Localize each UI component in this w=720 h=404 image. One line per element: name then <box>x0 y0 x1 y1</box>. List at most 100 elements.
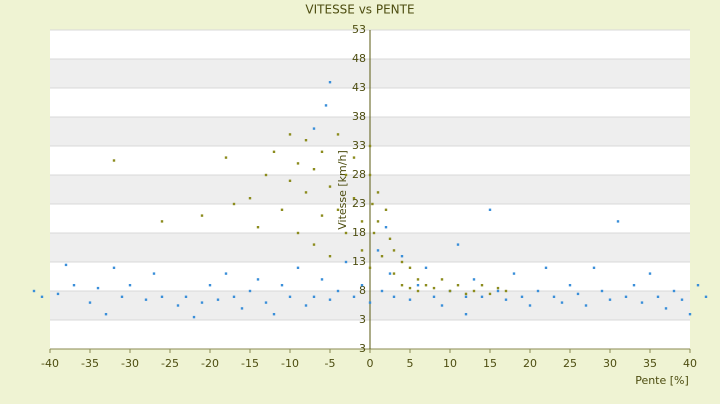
point <box>248 289 252 293</box>
point <box>696 284 700 287</box>
point <box>128 284 132 287</box>
point <box>248 197 252 200</box>
point <box>680 298 684 301</box>
point <box>400 284 404 287</box>
point <box>304 304 308 307</box>
point <box>368 144 372 148</box>
y-tick-label: 48 <box>352 52 366 65</box>
point <box>392 295 396 298</box>
x-tick-label: 30 <box>603 357 617 370</box>
point <box>160 295 164 298</box>
point <box>472 289 476 293</box>
point <box>400 255 404 258</box>
point <box>432 295 436 298</box>
point <box>352 197 356 200</box>
point <box>336 208 340 211</box>
point <box>216 298 220 301</box>
point <box>504 289 508 293</box>
point <box>632 284 636 287</box>
y-tick-label: 18 <box>352 226 366 239</box>
chart-title: VITESSE vs PENTE <box>305 3 414 17</box>
point <box>464 295 468 298</box>
y-axis-title: Vitesse [km/h] <box>336 150 349 230</box>
point <box>688 313 692 316</box>
point <box>372 231 376 235</box>
point <box>232 295 236 298</box>
point <box>312 168 316 171</box>
y-tick-label: 8 <box>359 284 366 297</box>
x-tick-label: -15 <box>241 357 259 370</box>
y-tick-label: 33 <box>352 139 366 152</box>
point <box>488 208 492 211</box>
point <box>152 272 156 275</box>
x-tick-label: 5 <box>407 357 414 370</box>
point <box>664 307 668 310</box>
point <box>296 162 300 165</box>
point <box>648 272 652 275</box>
point <box>380 289 384 293</box>
point <box>384 226 388 229</box>
point <box>536 289 540 293</box>
point <box>640 301 644 304</box>
point <box>560 301 564 304</box>
point <box>176 304 180 307</box>
point <box>368 266 372 269</box>
point <box>64 263 68 267</box>
point <box>504 298 508 301</box>
point <box>328 81 332 84</box>
point <box>464 292 468 296</box>
point <box>56 292 60 296</box>
x-tick-label: 25 <box>563 357 577 370</box>
point <box>200 214 204 217</box>
point <box>328 255 332 258</box>
point <box>312 127 316 130</box>
point <box>40 295 44 298</box>
point <box>528 304 532 307</box>
plot-area <box>49 29 691 353</box>
point <box>368 301 372 304</box>
point <box>424 284 428 287</box>
point <box>328 185 332 188</box>
point <box>520 295 524 298</box>
point <box>352 295 356 298</box>
point <box>272 313 276 316</box>
y-tick-label: 3 <box>359 313 366 326</box>
x-tick-label: 40 <box>683 357 697 370</box>
point <box>304 191 308 194</box>
point <box>464 313 468 316</box>
x-tick-label: -20 <box>201 357 219 370</box>
point <box>288 295 292 298</box>
point <box>360 220 364 223</box>
y-tick-label: 38 <box>352 110 366 123</box>
point <box>224 156 228 159</box>
point <box>320 278 324 281</box>
y-tick-label: 43 <box>352 81 366 94</box>
point <box>320 214 324 217</box>
point <box>224 272 228 275</box>
point <box>376 249 380 252</box>
x-tick-label: 15 <box>483 357 497 370</box>
point <box>200 301 204 304</box>
point <box>32 289 36 293</box>
point <box>312 295 316 298</box>
x-tick-label: -10 <box>281 357 299 370</box>
point <box>496 289 500 293</box>
point <box>448 289 452 293</box>
point <box>656 295 660 298</box>
point <box>392 249 396 252</box>
point <box>240 307 244 310</box>
y-tick-label: 53 <box>352 23 366 36</box>
point <box>288 179 292 182</box>
point <box>371 202 374 206</box>
x-tick-label: 35 <box>643 357 657 370</box>
x-tick-label: 10 <box>443 357 457 370</box>
point <box>288 133 292 136</box>
point <box>376 220 380 223</box>
point <box>600 289 604 293</box>
point <box>376 191 380 194</box>
point <box>112 159 116 162</box>
x-tick-label: -25 <box>161 357 179 370</box>
point <box>496 286 500 290</box>
x-tick-label: 20 <box>523 357 537 370</box>
